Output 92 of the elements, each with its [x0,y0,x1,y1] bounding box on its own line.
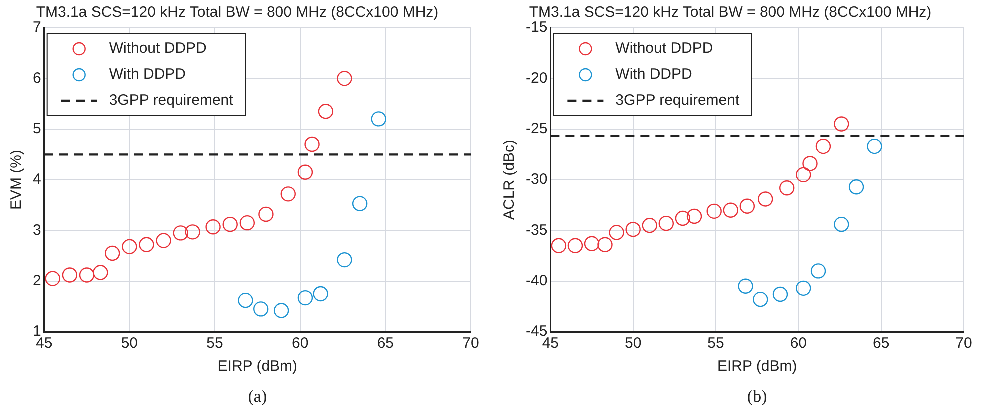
point [62,268,78,283]
legend-label: With DDPD [109,66,186,84]
x-tick-label: 50 [121,335,138,352]
x-tick-label: 55 [708,335,724,352]
point [298,290,314,306]
y-tick-label: -30 [526,171,548,188]
point [222,216,238,232]
point [738,278,754,294]
point [304,136,320,152]
legend-label: Without DDPD [616,40,714,58]
point [93,265,108,280]
point [240,215,256,231]
x-axis-title: EIRP (dBm) [717,358,798,376]
point [867,138,882,154]
x-tick-label: 45 [36,335,53,352]
y-tick-label: -20 [526,70,548,87]
point [253,302,269,317]
x-tick-label: 70 [956,335,972,352]
point [816,138,832,154]
point [609,225,624,240]
point [122,239,138,254]
point [598,237,613,252]
point [658,216,674,232]
x-tick-label: 65 [872,335,890,352]
x-tick-label: 45 [542,335,560,352]
point [740,198,756,214]
y-tick-label: 4 [33,171,42,188]
point [185,224,200,240]
x-tick-label: 70 [462,335,480,352]
point [551,238,567,254]
legend-label: With DDPD [616,66,693,84]
point [206,220,221,235]
point [313,286,328,302]
point [802,156,818,172]
point [318,104,334,120]
x-tick-label: 55 [206,335,224,352]
point [258,206,274,222]
point [834,116,850,132]
point [298,164,314,180]
point [173,226,188,241]
x-tick-label: 65 [377,335,394,352]
x-axis-title: EIRP (dBm) [218,358,298,376]
y-axis-title: ACLR (dBc) [501,140,518,220]
y-tick-label: 2 [33,272,42,290]
point [642,218,658,234]
point [626,222,641,238]
point [848,179,864,195]
y-tick-label: 6 [33,70,42,87]
point [274,303,290,318]
point [139,237,154,252]
point [810,264,826,279]
point [796,280,812,296]
point [280,186,296,202]
point [45,271,60,286]
y-tick-label: -25 [526,120,548,138]
text: (a) [248,386,268,406]
y-tick-label: -35 [526,222,548,239]
point [371,112,386,127]
point [79,268,95,283]
y-tick-label: 3 [33,222,42,239]
y-axis-title: EVM (%) [8,150,26,210]
x-tick-label: 60 [790,335,808,352]
legend-label: 3GPP requirement [616,92,740,110]
point [568,238,584,254]
y-tick-label: 5 [33,120,42,138]
point [675,210,691,226]
point [238,292,254,308]
point [706,204,722,220]
point [796,167,812,183]
point [686,208,702,224]
point [753,292,768,308]
point [758,192,774,207]
point [772,286,788,302]
point [584,236,600,252]
point [723,202,738,218]
point [834,216,850,232]
y-tick-label: 7 [33,19,42,36]
point [337,252,352,268]
chart-title: TM3.1a SCS=120 kHz Total BW = 800 MHz (8CCx100 MHz) [36,4,439,22]
x-tick-label: 60 [292,335,309,352]
chart-title: TM3.1a SCS=120 kHz Total BW = 800 MHz (8CCx100 MHz) [529,4,932,22]
point [352,196,368,212]
point [337,71,352,86]
point [156,233,172,248]
point [105,246,120,262]
text: (b) [747,386,768,406]
legend-label: Without DDPD [109,40,208,58]
y-tick-label: -40 [526,272,548,290]
x-tick-label: 50 [625,335,642,352]
point [780,180,795,196]
y-tick-label: -15 [526,19,548,36]
legend-label: 3GPP requirement [109,92,234,110]
